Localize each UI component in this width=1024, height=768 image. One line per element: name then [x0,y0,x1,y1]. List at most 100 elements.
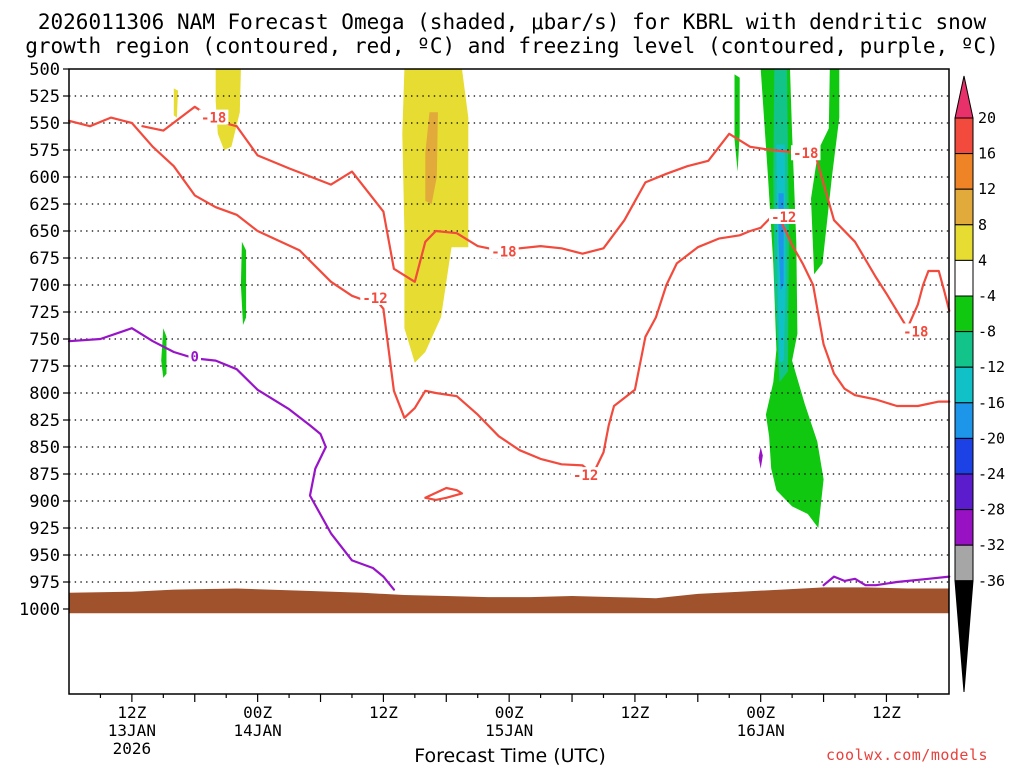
colorbar-box-7 [954,331,974,368]
colorbar-box-3 [954,188,974,226]
colorbar-box-11 [954,473,974,511]
shade-omega_-4_-8_a [161,328,167,378]
colorbar: 20 16 12 8 4 -4 -8 -12 -16 -20 -24 -28 -32 -36 [954,75,1005,693]
x-tick-label-30-0: 12Z [369,703,398,722]
contour-dgz_-18_main [67,116,374,305]
contour-label-bg-3 [901,323,931,339]
colorbar-label-7: -12 [978,358,1005,376]
colorbar-label-2: 12 [978,180,996,198]
omega-shading-layer [69,69,950,614]
y-tick-label-675: 675 [29,249,60,269]
x-tick-label-78-0: 12Z [872,703,901,722]
contour-label-bg-2 [790,145,821,161]
shade-omega_-4_-8_b [240,241,247,325]
shade-omega_4_8_c [402,69,469,363]
colorbar-box-10 [954,437,974,475]
contour-label-4: -12 [362,291,387,307]
y-tick-label-700: 700 [29,276,60,296]
shade-terrain [69,587,950,614]
colorbar-box-5 [954,259,974,297]
y-tick-label-775: 775 [29,357,60,377]
contour-label-bg-1 [489,243,519,259]
y-tick-label-575: 575 [29,141,60,161]
y-tick-label-1000: 1000 [19,600,60,620]
colorbar-label-6: -8 [978,323,996,341]
y-tick-label-925: 925 [29,519,60,539]
colorbar-box-9 [954,402,974,439]
contour-dgz_-12_closed [424,486,464,501]
colorbar-box-2 [954,153,974,190]
y-tick-label-500: 500 [29,60,60,80]
y-tick-label-650: 650 [29,222,60,242]
x-tick-label-18-1: 14JAN [234,721,282,740]
colorbar-arrow-bottom [954,580,974,693]
x-tick-label-6-1: 13JAN [108,721,156,740]
y-tick-label-825: 825 [29,411,60,431]
x-tick-label-42-1: 15JAN [485,721,533,740]
chart-title-line-1: 2026011306 NAM Forecast Omega (shaded, μ… [37,10,987,34]
x-tick-label-54-0: 12Z [620,703,649,722]
x-tick-label-42-0: 00Z [495,703,524,722]
contour-freezing_level_0_right [822,575,951,587]
contour-label-1: -18 [491,245,516,261]
colorbar-box-4 [954,224,974,261]
x-tick-label-6-2: 2026 [113,739,152,758]
y-tick-label-900: 900 [29,492,60,512]
contour-label-bg-6 [768,208,799,224]
shade-omega_-28_-32 [758,447,763,469]
x-tick-label-66-0: 00Z [746,703,775,722]
shade-omega_-4_-8_e [811,69,840,275]
colorbar-label-5: -4 [978,287,996,305]
contour-dgz_-12_mid [591,215,951,476]
contour-label-bg-4 [360,289,390,305]
y-tick-label-750: 750 [29,330,60,350]
contour-label-bg-0 [198,109,229,125]
y-tick-label-525: 525 [29,87,60,107]
colorbar-label-10: -24 [978,465,1005,483]
contour-label-7: 0 [191,349,199,365]
credit-link[interactable]: coolwx.com/models [826,746,989,764]
contour-label-3: -18 [903,324,928,340]
colorbar-box-1 [954,117,974,155]
chart-title-line-2: growth region (contoured, red, ºC) and f… [25,34,999,58]
contour-dgz_-12_lower [371,294,595,476]
colorbar-label-0: 20 [978,109,996,127]
contour-label-2: -18 [793,146,818,162]
colorbar-label-3: 8 [978,216,987,234]
y-tick-label-550: 550 [29,114,60,134]
contour-label-0: -18 [201,111,226,127]
shade-omega_-4_-8_d [760,69,824,528]
y-tick-label-600: 600 [29,168,60,188]
colorbar-box-12 [954,509,974,546]
colorbar-label-1: 16 [978,145,996,163]
colorbar-box-13 [954,544,974,582]
shade-omega_4_8_a [215,69,241,150]
y-tick-label-950: 950 [29,546,60,566]
contour-label-bg-7 [188,348,202,364]
shade-omega_8_12 [425,112,438,204]
contour-dgz_-18_right [906,269,951,330]
colorbar-label-9: -20 [978,429,1005,447]
x-tick-label-18-0: 00Z [243,703,272,722]
contour-label-6: -12 [771,210,796,226]
colorbar-label-11: -28 [978,501,1005,519]
y-axis: 500 525 550 575 600 625 650 675 700 725 750 775 800 8… [19,60,69,620]
colorbar-label-8: -16 [978,394,1005,412]
colorbar-box-8 [954,366,974,404]
y-tick-label-625: 625 [29,195,60,215]
y-tick-label-975: 975 [29,573,60,593]
contour-label-5: -12 [573,468,598,484]
y-tick-label-725: 725 [29,303,60,323]
y-tick-label-850: 850 [29,438,60,458]
x-tick-label-66-1: 16JAN [737,721,785,740]
contour-label-layer: -18 -18 -18 -18 -12 -12 -12 0 [188,109,931,484]
x-axis-label: Forecast Time (UTC) [414,745,606,767]
y-tick-label-800: 800 [29,384,60,404]
contour-label-bg-5 [570,467,601,483]
colorbar-label-4: 4 [978,251,987,269]
colorbar-label-12: -32 [978,536,1005,554]
shade-omega_4_8_b [173,88,178,118]
y-tick-label-875: 875 [29,465,60,485]
